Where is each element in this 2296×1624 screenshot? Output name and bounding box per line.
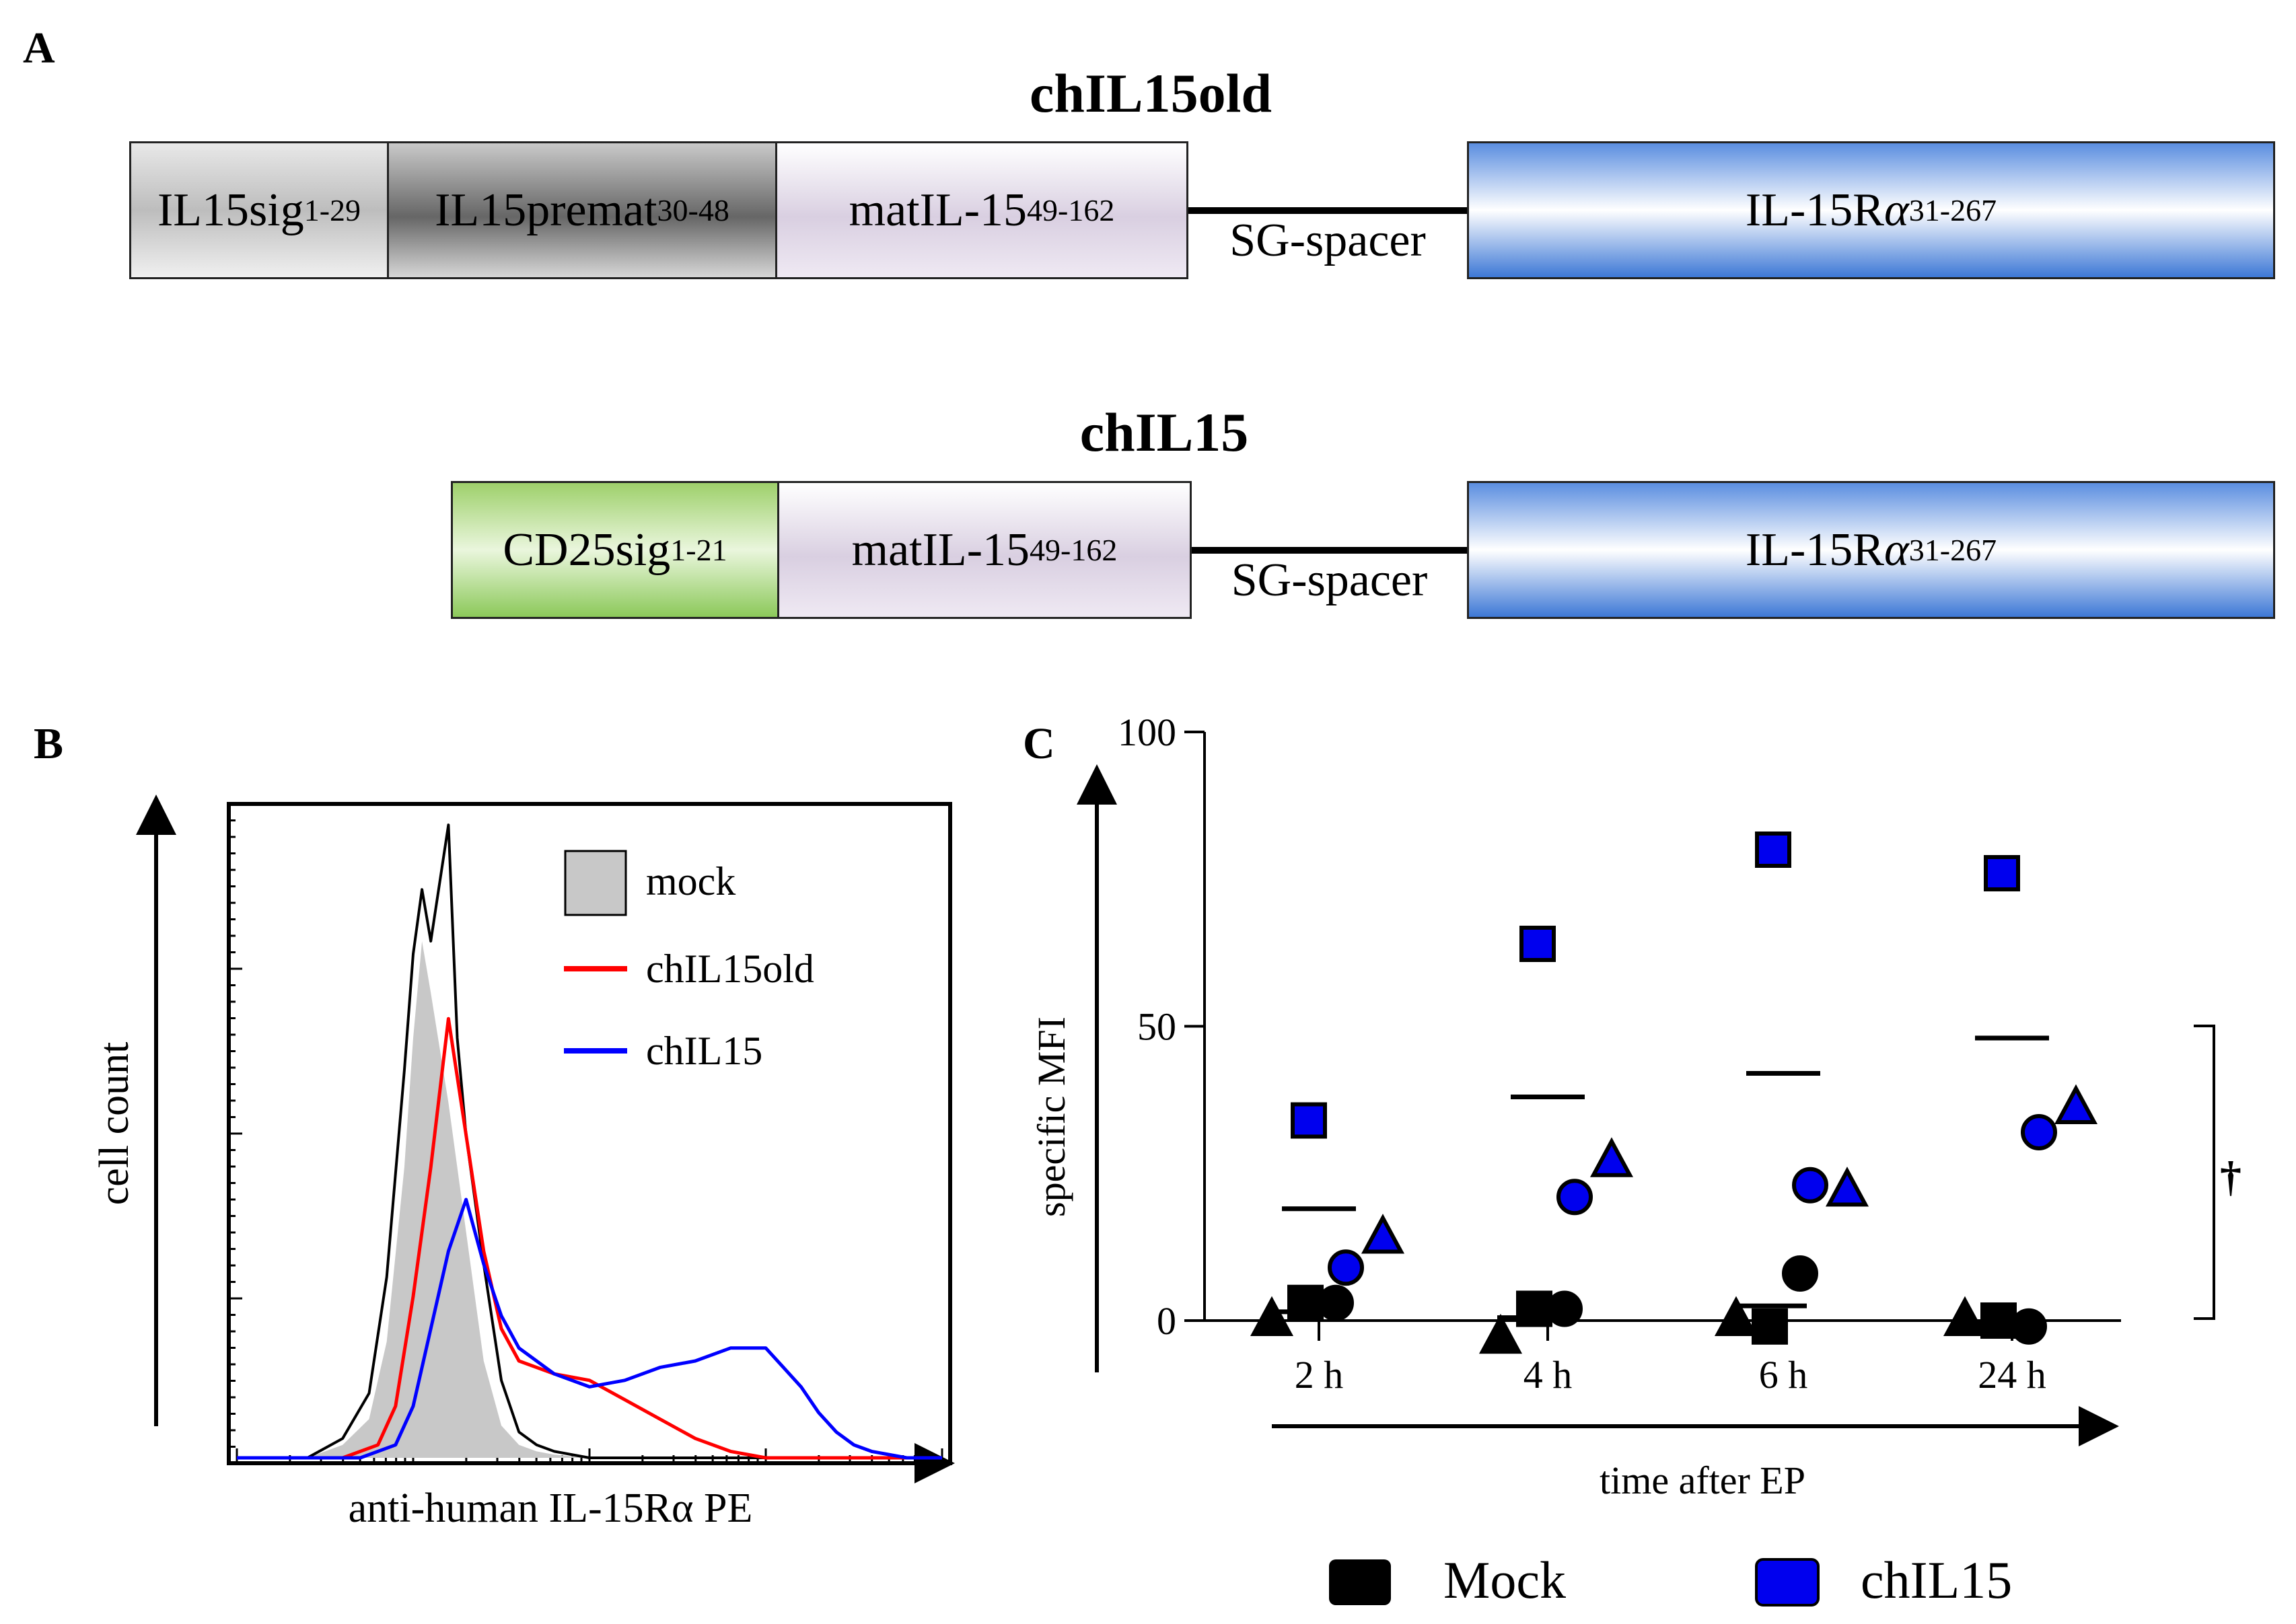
segment-il15ralpha: IL-15R α 31-267	[1467, 141, 2275, 279]
point-chil15-triangle	[1825, 1167, 1869, 1207]
y-tick-label: 0	[1157, 1299, 1176, 1343]
panel-label-a: A	[23, 24, 55, 73]
panel-label-b: B	[34, 719, 64, 768]
legend-swatch-mock	[1329, 1559, 1391, 1605]
scatter-panel: specific MFI 0 50 100 2 h 4 h 6 h 24 h time a…	[1030, 710, 2241, 1609]
scatter-points	[1250, 832, 2098, 1354]
construct-title-chil15old: chIL15old	[1030, 63, 1272, 124]
point-mock-triangle	[1250, 1296, 1294, 1336]
legend-label-chil15: chIL15	[1861, 1551, 2012, 1609]
point-mock-circle	[1546, 1290, 1583, 1327]
histogram-curve-mock-outline	[237, 823, 942, 1459]
scatter-legend: Mock chIL15	[1329, 1551, 2012, 1609]
segment-matil15: matIL-15 49-162	[775, 141, 1188, 279]
legend-swatch-chil15	[1755, 1558, 1820, 1607]
point-chil15-triangle	[1361, 1214, 1405, 1254]
spacer-line	[1192, 547, 1467, 554]
x-tick-label: 4 h	[1523, 1353, 1573, 1397]
point-chil15-circle	[1556, 1179, 1593, 1216]
point-chil15-circle	[1328, 1249, 1364, 1286]
spacer-label: SG-spacer	[1229, 215, 1426, 266]
spacer-line	[1188, 207, 1467, 214]
histogram-panel: cell count anti-human IL-15Rα PE mock ch…	[92, 795, 955, 1531]
point-chil15-square	[1519, 926, 1556, 962]
scatter-means	[1268, 1035, 2049, 1325]
legend-label-chil15old: chIL15old	[646, 947, 814, 991]
segment-cd25sig: CD25sig 1-21	[451, 481, 779, 619]
histogram-curve-chil15old	[237, 1017, 942, 1460]
point-mock-square	[1752, 1308, 1788, 1345]
legend-swatch-mock	[564, 850, 627, 916]
point-chil15-square	[1755, 832, 1791, 868]
scatter-yticks: 0 50 100	[1118, 710, 1205, 1343]
panel-label-c: C	[1023, 719, 1055, 768]
legend-label-mock: mock	[646, 859, 736, 903]
point-mock-circle	[2011, 1308, 2047, 1345]
y-tick-label: 100	[1118, 710, 1176, 754]
point-chil15-triangle	[1589, 1137, 1634, 1177]
point-mock-triangle	[1714, 1296, 1758, 1336]
point-mock-triangle	[1478, 1313, 1523, 1354]
point-mock-triangle	[1943, 1296, 1987, 1336]
point-mock-circle	[1782, 1255, 1818, 1292]
point-chil15-circle	[1792, 1167, 1828, 1204]
point-chil15-square	[1291, 1102, 1327, 1139]
point-mock-square	[1516, 1290, 1552, 1327]
segment-il15sig: IL15sig 1-29	[129, 141, 389, 279]
scatter-ylabel: specific MFI	[1030, 1017, 1073, 1217]
point-mock-square	[1980, 1302, 2017, 1339]
spacer-label: SG-spacer	[1231, 554, 1428, 606]
histogram-legend: mock chIL15old chIL15	[564, 850, 814, 1073]
histogram-curves	[237, 823, 942, 1460]
segment-il15premat: IL15premat 30-48	[387, 141, 777, 279]
legend-label-chil15: chIL15	[646, 1029, 762, 1073]
x-tick-label: 2 h	[1295, 1353, 1344, 1397]
point-chil15-triangle	[2054, 1084, 2098, 1124]
significance-dagger: †	[2220, 1152, 2241, 1200]
segment-il15ralpha: IL-15R α 31-267	[1467, 481, 2275, 619]
y-tick-label: 50	[1137, 1005, 1176, 1049]
histogram-ylabel: cell count	[92, 1042, 137, 1206]
legend-label-mock: Mock	[1443, 1551, 1566, 1609]
construct-title-chil15: chIL15	[1079, 402, 1249, 463]
histogram-curve-chil15	[237, 1197, 942, 1460]
x-tick-label: 24 h	[1978, 1353, 2046, 1397]
point-mock-circle	[1318, 1284, 1354, 1321]
point-chil15-circle	[2021, 1114, 2057, 1150]
x-tick-label: 6 h	[1759, 1353, 1808, 1397]
histogram-xlabel: anti-human IL-15Rα PE	[349, 1485, 753, 1531]
scatter-xticks: 2 h 4 h 6 h 24 h	[1295, 1321, 2046, 1397]
scatter-xlabel: time after EP	[1600, 1459, 1805, 1502]
point-chil15-square	[1984, 855, 2020, 891]
histogram-curve-mock	[237, 941, 942, 1458]
point-mock-square	[1287, 1284, 1324, 1321]
segment-matil15: matIL-15 49-162	[777, 481, 1192, 619]
significance-bracket	[2194, 1025, 2215, 1320]
